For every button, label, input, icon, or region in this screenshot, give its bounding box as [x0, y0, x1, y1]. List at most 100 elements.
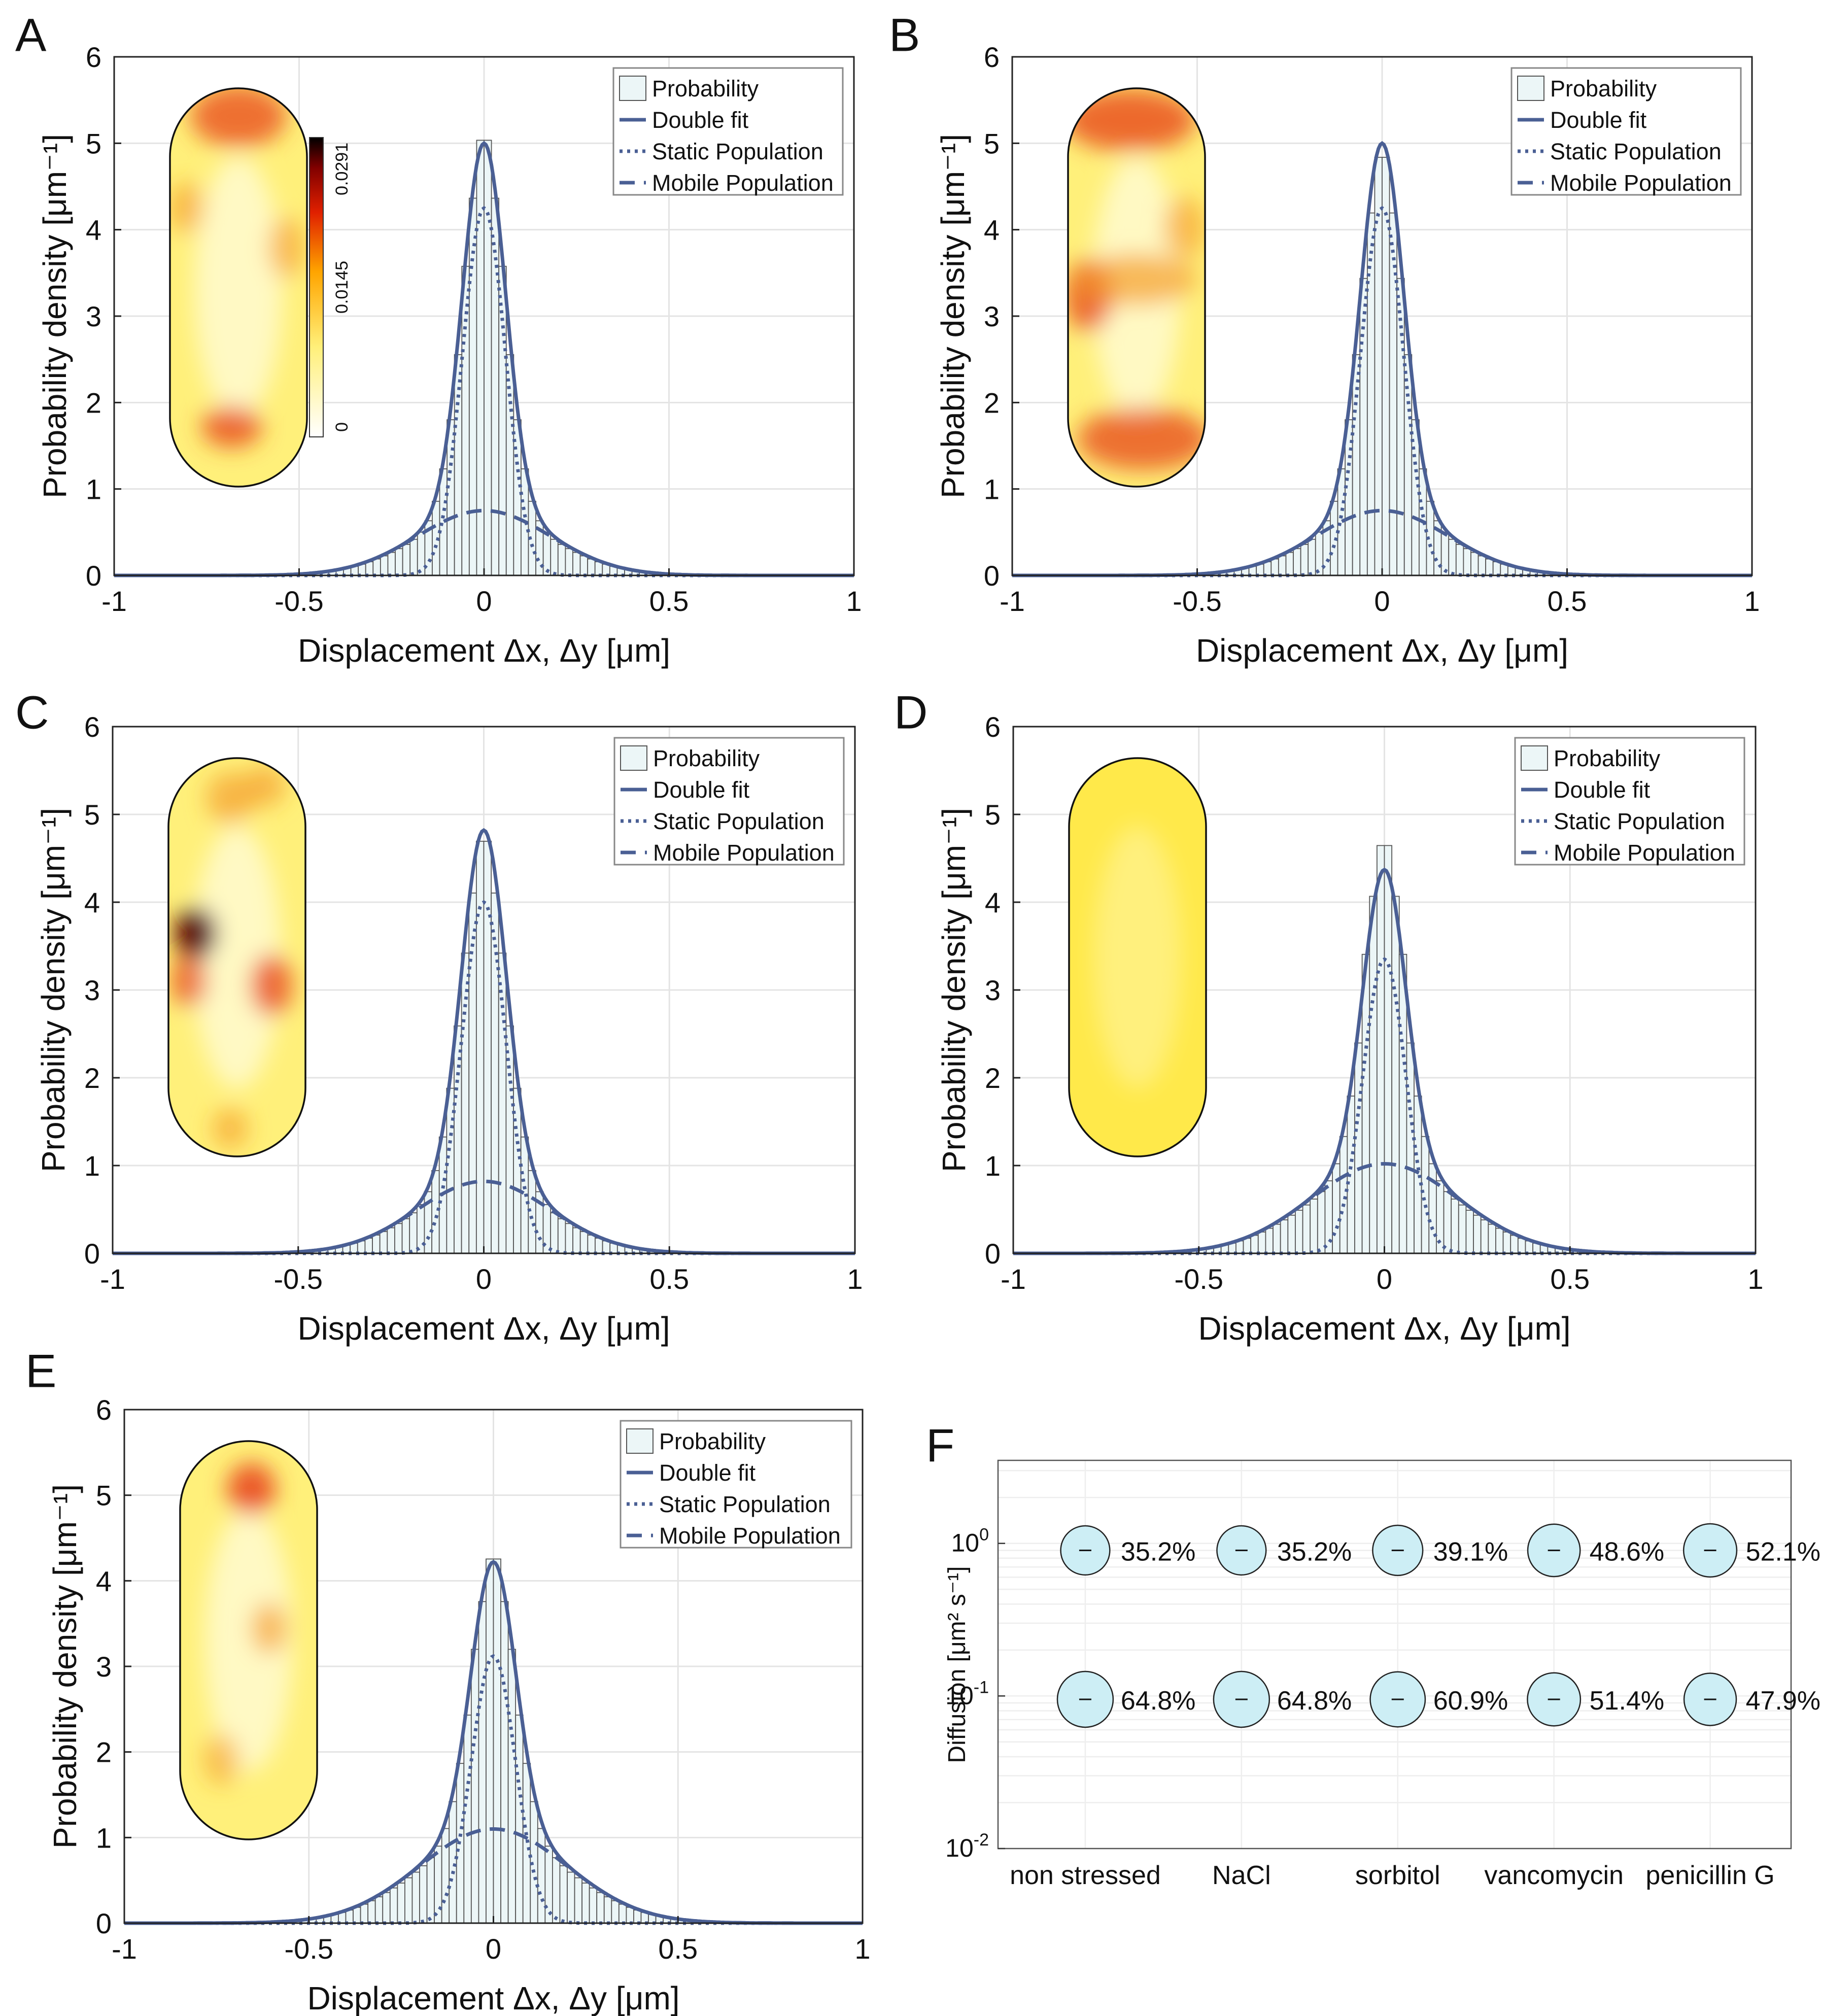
histogram-bar [468, 197, 477, 576]
histogram-bar [1270, 558, 1279, 576]
y-tick-label: 0 [96, 1907, 112, 1939]
y-tick-label: 4 [985, 886, 1001, 918]
histogram-bar [1302, 1204, 1311, 1254]
data-label: 52.1% [1746, 1537, 1820, 1566]
histogram-bar [484, 140, 492, 576]
histogram-bar [537, 1828, 546, 1924]
y-axis-label: Diffusion [μm² s⁻¹] [944, 1566, 971, 1763]
data-label: 35.2% [1121, 1537, 1195, 1566]
cell-outline [1068, 757, 1207, 1157]
histogram-bar [478, 1601, 487, 1924]
histogram-bar [486, 1558, 494, 1924]
cell-outline [1067, 87, 1206, 488]
histogram-bar [550, 1212, 559, 1254]
y-tick-label: 6 [984, 41, 1000, 73]
histogram-bar [1411, 419, 1420, 576]
y-tick-label: 5 [84, 799, 100, 831]
histogram-bar [1354, 1042, 1363, 1254]
histogram-bar [470, 1649, 479, 1924]
histogram-bar [1359, 278, 1368, 576]
x-tick-label: 1 [1744, 585, 1760, 617]
legend-label: Static Population [659, 1491, 831, 1517]
y-tick-label: 0 [984, 560, 1000, 592]
colorbar-tick-label: 0 [332, 422, 352, 432]
data-label: 60.9% [1433, 1686, 1508, 1716]
histogram-bar [581, 1883, 590, 1924]
histogram-bar [1478, 555, 1487, 576]
x-tick-label: 0.5 [1550, 1263, 1590, 1295]
histogram-bar [1414, 1096, 1422, 1254]
x-axis-label: Displacement Δx, Δy [μm] [297, 1310, 670, 1347]
histogram-bar [1257, 1232, 1266, 1254]
panel-A: A -1 -0.5 0 0.5 1 0 1 2 3 4 5 6 Displacement Δx, Δy [… [15, 10, 862, 669]
panel-letter: C [15, 687, 49, 739]
histogram-bar [1374, 157, 1383, 576]
cell-light-region [1093, 826, 1182, 1089]
histogram-bar [387, 1227, 395, 1254]
histogram-bar [1525, 1240, 1533, 1254]
y-tick-label: 5 [96, 1480, 112, 1512]
x-tick-label: -1 [1000, 585, 1025, 617]
histogram-bar [1473, 1214, 1482, 1254]
histogram-bar [596, 1892, 605, 1924]
histogram-bar [589, 1887, 598, 1924]
histogram-bar [1455, 543, 1464, 576]
histogram-bar [1470, 552, 1479, 576]
cell-heatmap [1068, 88, 1205, 487]
legend: Probability Double fit Static Population Mo… [613, 737, 845, 866]
y-tick-label: 6 [96, 1394, 112, 1426]
histogram-bar [550, 538, 559, 576]
cell-heatmap [168, 758, 305, 1156]
y-tick-label: 3 [985, 974, 1001, 1006]
cell-spots [170, 88, 305, 448]
x-tick-label: -0.5 [1175, 1263, 1224, 1295]
histogram-bar [380, 555, 389, 576]
colorbar-tick-label: 0.0145 [332, 261, 352, 314]
colorbar-tick-label: 0.0291 [332, 143, 352, 195]
x-axis-label: Displacement Δx, Δy [μm] [1198, 1310, 1570, 1347]
histogram-bar [491, 197, 500, 576]
legend-label: Static Population [1554, 808, 1725, 834]
histogram-bar [1495, 1227, 1504, 1254]
histogram-bar [1465, 1210, 1474, 1254]
histogram-bar [565, 1223, 573, 1254]
histogram-bar [417, 531, 426, 576]
histogram-bar [515, 1715, 524, 1924]
histogram-bar [374, 1896, 384, 1924]
y-axis-label: Probability density [μm⁻¹] [47, 1484, 83, 1849]
heatmap-spot [1076, 253, 1197, 305]
y-tick-label: 1 [96, 1822, 112, 1854]
y-tick-label: 100 [951, 1525, 989, 1557]
histogram-bar [513, 419, 522, 576]
x-tick-label: non stressed [1010, 1861, 1161, 1890]
axes-frame [997, 1459, 1792, 1850]
histogram-bar [1273, 1223, 1281, 1254]
heatmap-spot [250, 954, 293, 1016]
histogram-bar [379, 1231, 388, 1254]
y-axis-label: Probability density [μm⁻¹] [35, 808, 72, 1172]
histogram-bar [1463, 548, 1471, 576]
legend-box [1514, 737, 1745, 866]
histogram-bar [594, 561, 603, 576]
histogram-bar [633, 1909, 642, 1924]
heatmap-spot [251, 1602, 288, 1654]
y-tick-label: 1 [984, 473, 1000, 505]
legend-label: Double fit [1550, 107, 1647, 133]
histogram-bar [1263, 561, 1272, 576]
y-tick-label: 5 [86, 127, 101, 159]
legend-label: Static Population [1550, 139, 1722, 164]
histogram-bar [544, 1846, 553, 1924]
legend-box [1510, 67, 1742, 196]
y-tick-label: 0 [86, 560, 101, 592]
panel-B: B -1 -0.5 0 0.5 1 0 1 2 3 4 5 6 Displacement Δx, Δy [… [889, 10, 1760, 669]
y-tick-label: 10-2 [945, 1830, 989, 1862]
histogram-bar [603, 1896, 612, 1924]
histogram-bar [1324, 1180, 1333, 1254]
histogram-bar [587, 558, 596, 576]
histogram-bar [372, 1235, 381, 1254]
histogram-bar [611, 1900, 620, 1924]
legend-label: Mobile Population [652, 170, 834, 196]
histogram-bar [419, 1865, 428, 1924]
cell-outline [167, 757, 306, 1157]
legend-label: Double fit [653, 777, 750, 803]
